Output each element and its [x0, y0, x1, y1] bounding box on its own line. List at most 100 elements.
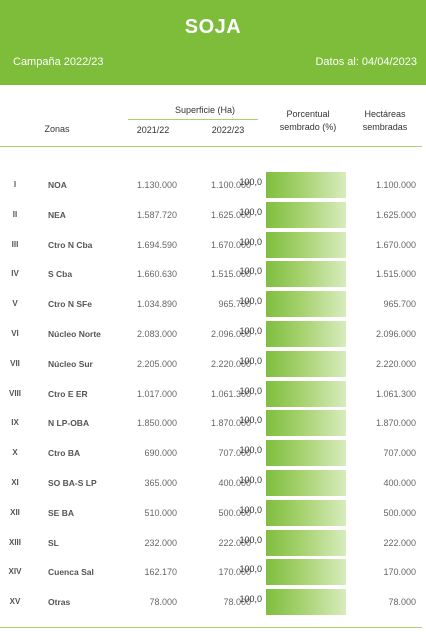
zone-number: IX [11, 418, 19, 428]
zone-number: XIII [8, 537, 21, 547]
surface-2021-22: 510.000 [144, 507, 177, 518]
planted-percent-bar: 100,0 [239, 201, 346, 228]
zonas-header: Zonas [44, 124, 70, 134]
planted-percent-value: 100,0 [239, 355, 262, 366]
planted-percent-value: 100,0 [239, 236, 262, 247]
planted-hectares: 1.670.000 [375, 239, 416, 250]
surface-2022-23: 2.096.000 [210, 329, 251, 339]
planted-percent-bar: 100,0 [239, 470, 346, 496]
planted-hectares: 1.100.000 [375, 180, 416, 190]
planted-hectares: 170.000 [383, 567, 416, 578]
table-row: XII SE BA 510.000 500.000 100,0 500.000 [0, 498, 426, 528]
zone-name: NEA [48, 209, 66, 220]
zone-name: N LP-OBA [48, 418, 90, 429]
zone-number: II [12, 209, 18, 219]
planted-hectares: 78.000 [388, 597, 416, 608]
zone-name: Ctro N SFe [48, 299, 92, 310]
table-row: XIV Cuenca Sal 162.170 170.000 100,0 170.000 [0, 557, 426, 587]
zone-number: I [13, 180, 17, 189]
surface-2021-22: 1.017.000 [136, 388, 177, 399]
planted-percent-bar: 100,0 [239, 231, 346, 258]
superficie-rule [128, 119, 258, 120]
table-row: IV S Cba 1.660.630 1.515.000 100,0 1.515.000 [0, 259, 426, 289]
planted-percent-value: 100,0 [239, 504, 262, 515]
planted-hectares: 1.870.000 [375, 418, 416, 429]
zone-name: Cuenca Sal [48, 567, 94, 578]
table-row: VI Núcleo Norte 2.083.000 2.096.000 100,0 2.0… [0, 319, 426, 349]
planted-percent-value: 100,0 [239, 206, 262, 217]
porcentual-header: Porcentual sembrado (%) [279, 109, 337, 132]
superficie-header: Superficie (Ha) [174, 105, 236, 115]
planted-percent-value: 100,0 [239, 445, 262, 456]
zone-number: XII [10, 507, 20, 517]
surface-2022-23: 400.000 [218, 478, 251, 488]
zone-name: SE BA [48, 507, 74, 518]
table-row: X Ctro BA 690.000 707.000 100,0 707.000 [0, 438, 426, 468]
surface-2022-23: 78.000 [223, 597, 251, 608]
zone-number: XV [9, 597, 21, 607]
planted-hectares: 400.000 [383, 478, 416, 488]
surface-2022-23: 222.000 [218, 537, 251, 548]
zone-number: III [11, 239, 19, 249]
planted-percent-value: 100,0 [239, 326, 262, 336]
table-row: XI SO BA-S LP 365.000 400.000 100,0 400.000 [0, 468, 426, 498]
surface-2022-23: 1.100.000 [210, 180, 251, 190]
planted-percent-bar: 100,0 [239, 321, 346, 347]
surface-2022-23: 1.870.000 [210, 418, 251, 429]
zone-name: SO BA-S LP [48, 478, 97, 488]
planted-percent-value: 100,0 [239, 296, 262, 307]
surface-2021-22: 2.083.000 [136, 329, 177, 339]
zone-name: Núcleo Norte [48, 329, 101, 339]
planted-hectares: 965.700 [383, 299, 416, 310]
table-row: VIII Ctro E ER 1.017.000 1.061.300 100,0 1.06… [0, 379, 426, 409]
surface-2022-23: 170.000 [218, 567, 251, 578]
surface-2022-23: 965.700 [218, 299, 251, 310]
header-banner: SOJA Campaña 2022/23 Datos al: 04/04/202… [0, 0, 426, 85]
table-row: II NEA 1.587.720 1.625.000 100,0 1.625.000 [0, 200, 426, 230]
zone-name: Ctro E ER [48, 388, 88, 399]
table-row: I NOA 1.130.000 1.100.000 100,0 1.100.000 [0, 170, 426, 200]
zone-number: VII [10, 358, 20, 368]
planted-percent-bar: 100,0 [239, 261, 346, 288]
zone-name: Núcleo Sur [48, 358, 93, 369]
planted-hectares: 2.220.000 [375, 358, 416, 369]
planted-hectares: 1.061.300 [375, 388, 416, 399]
header-rule [0, 146, 422, 147]
surface-2021-22: 1.850.000 [136, 418, 177, 429]
planted-percent-value: 100,0 [239, 475, 262, 485]
zone-name: NOA [48, 180, 67, 190]
planted-percent-value: 100,0 [239, 415, 262, 426]
year-2022-header: 2022/23 [211, 125, 245, 135]
zone-number: XI [11, 478, 19, 487]
zone-number: X [12, 448, 18, 458]
surface-2021-22: 1.660.630 [136, 269, 177, 280]
zone-number: VI [11, 329, 19, 338]
zone-name: Ctro BA [48, 448, 81, 459]
planted-percent-value: 100,0 [239, 594, 262, 605]
surface-2022-23: 1.061.300 [210, 388, 251, 399]
planted-percent-bar: 100,0 [239, 559, 346, 586]
zone-number: XIV [8, 567, 22, 577]
zone-name: Otras [48, 597, 71, 608]
planted-hectares: 707.000 [383, 448, 416, 459]
zone-number: IV [11, 269, 19, 279]
surface-2022-23: 707.000 [218, 448, 251, 459]
surface-2021-22: 1.034.890 [136, 299, 177, 310]
planted-hectares: 2.096.000 [375, 329, 416, 339]
planted-percent-bar: 100,0 [239, 589, 346, 616]
surface-2021-22: 162.170 [144, 567, 177, 578]
surface-2022-23: 1.625.000 [210, 209, 251, 220]
planted-percent-bar: 100,0 [239, 291, 346, 318]
planted-percent-value: 100,0 [239, 266, 262, 277]
surface-2022-23: 1.515.000 [210, 269, 251, 280]
planted-percent-value: 100,0 [239, 385, 262, 396]
surface-2021-22: 232.000 [144, 537, 177, 548]
planted-percent-bar: 100,0 [239, 529, 346, 556]
surface-2021-22: 1.587.720 [136, 209, 177, 220]
table-row: XIII SL 232.000 222.000 100,0 222.000 [0, 528, 426, 558]
surface-2021-22: 2.205.000 [136, 358, 177, 369]
planted-percent-value: 100,0 [239, 177, 262, 187]
year-2021-header: 2021/22 [136, 125, 170, 135]
planted-hectares: 222.000 [383, 537, 416, 548]
planted-percent-value: 100,0 [239, 564, 262, 575]
